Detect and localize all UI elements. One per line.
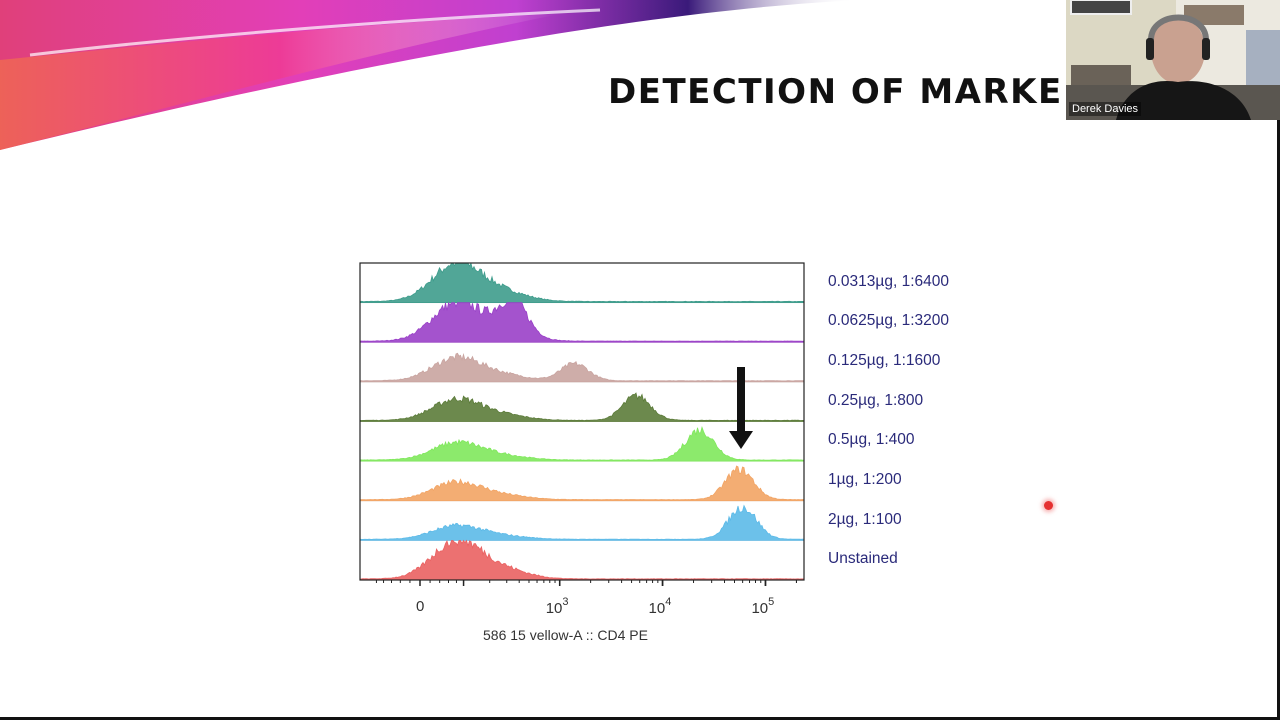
histogram-row: [359, 539, 805, 581]
histogram-row: [359, 425, 805, 462]
screen-edge: [0, 717, 1280, 720]
histogram-row: [359, 352, 805, 383]
x-tick-label: 105: [751, 596, 775, 617]
histogram-row: [359, 504, 805, 541]
legend-entry: 0.5µg, 1:400: [828, 431, 915, 449]
histogram-area: [359, 392, 805, 422]
slide-title: DETECTION OF MARKE: [608, 72, 1063, 112]
histogram-area: [359, 465, 805, 502]
legend-entry: 1µg, 1:200: [828, 470, 902, 488]
histogram-area: [359, 504, 805, 541]
histogram-area: [359, 262, 805, 304]
tick-exponent: 3: [562, 596, 569, 608]
tick-exponent: 5: [768, 596, 775, 608]
histogram-row: [359, 262, 805, 304]
x-axis-label: 586 15 vellow-A :: CD4 PE: [483, 627, 648, 643]
participant-name: Derek Davies: [1069, 102, 1142, 116]
legend-entry: 0.0313µg, 1:6400: [828, 272, 949, 290]
histogram-row: [359, 301, 805, 343]
x-tick-label: 103: [545, 596, 569, 617]
histogram-row: [359, 392, 805, 422]
tick-base: 10: [648, 600, 666, 617]
participant-image: [1066, 0, 1280, 120]
screen-edge: [1277, 120, 1280, 720]
laser-pointer: [1044, 501, 1053, 510]
legend-entry: 0.25µg, 1:800: [828, 391, 924, 409]
tick-exponent: 4: [665, 596, 672, 608]
legend-entry: 2µg, 1:100: [828, 510, 902, 528]
arrow-annotation: [729, 367, 753, 449]
tick-base: 0: [416, 598, 425, 615]
legend-entry: 0.0625µg, 1:3200: [828, 312, 949, 330]
tick-base: 10: [545, 600, 563, 617]
histogram-area: [359, 425, 805, 462]
tick-base: 10: [751, 600, 769, 617]
histogram-area: [359, 301, 805, 343]
legend-entry: 0.125µg, 1:1600: [828, 352, 941, 370]
plot-frame: [359, 262, 805, 581]
histogram-area: [359, 539, 805, 581]
x-tick-label: 0: [416, 598, 424, 615]
participant-video[interactable]: Derek Davies: [1066, 0, 1280, 120]
x-tick-label: 104: [648, 596, 672, 617]
histogram-row: [359, 465, 805, 502]
slide-header-swoosh: [0, 0, 860, 150]
histogram-area: [359, 352, 805, 383]
legend-entry: Unstained: [828, 550, 898, 568]
